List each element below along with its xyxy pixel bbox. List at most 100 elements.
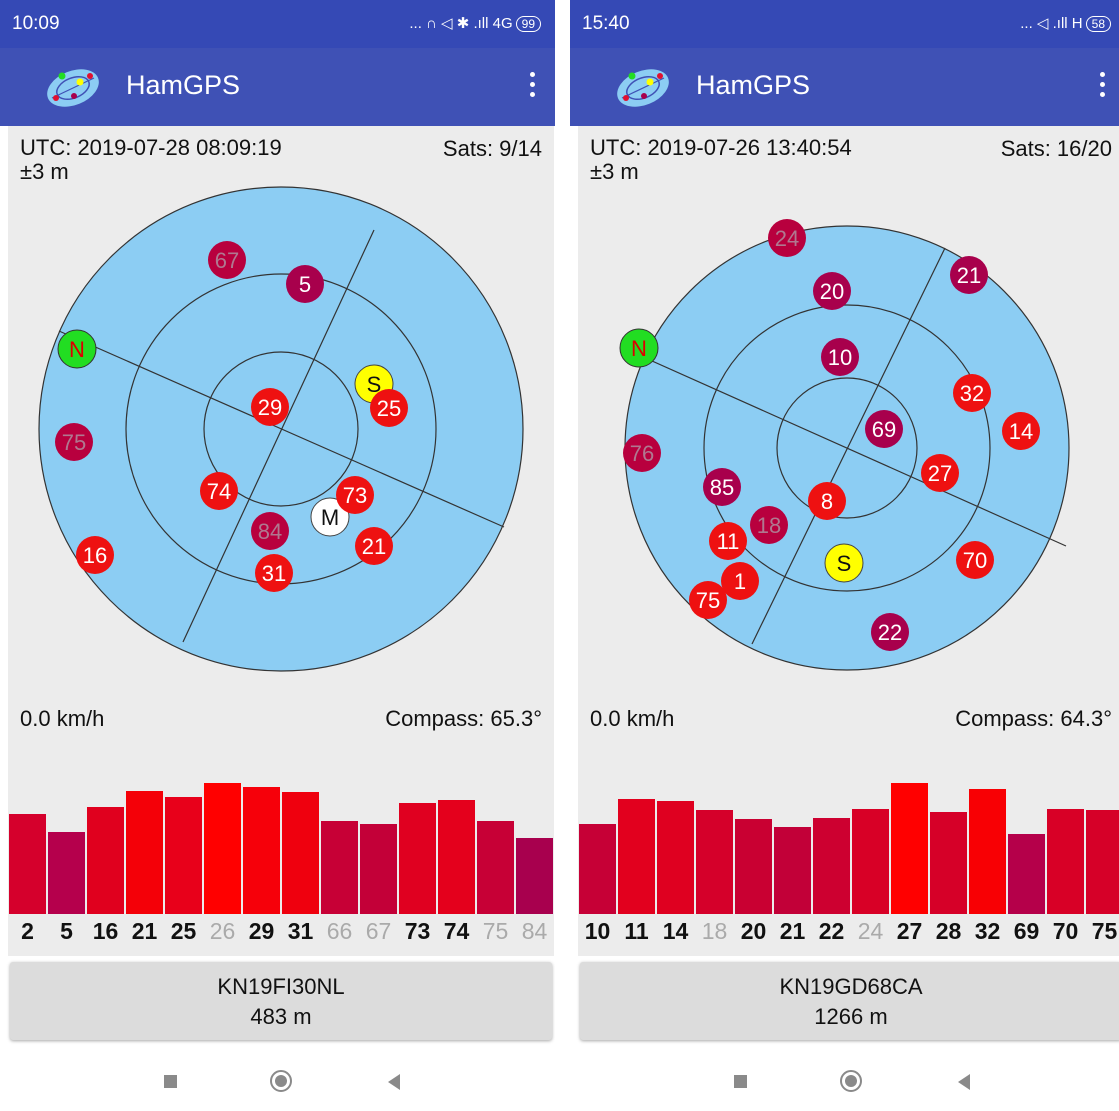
- prn-label: 28: [935, 918, 962, 944]
- signal-bar: [618, 799, 655, 914]
- marker-label: S: [837, 551, 852, 576]
- satellite-marker: 5: [286, 265, 324, 303]
- dot-icon: [1099, 82, 1105, 87]
- home-icon[interactable]: [270, 1070, 292, 1092]
- prn-label: 5: [60, 918, 73, 944]
- system-nav-bar: [0, 1048, 555, 1111]
- marker-label: 27: [928, 461, 952, 486]
- marker-label: 11: [717, 529, 740, 554]
- satellite-marker: 67: [208, 241, 246, 279]
- prn-label: 29: [248, 918, 275, 944]
- signal-icons: ... ∩ ◁ ✱ .ıll 4G: [409, 15, 513, 32]
- signal-strength-bars: [579, 783, 1119, 914]
- marker-label: 20: [820, 279, 844, 304]
- prn-label: 18: [701, 918, 728, 944]
- satellite-marker: 70: [956, 541, 994, 579]
- satellite-marker: 11: [709, 522, 747, 560]
- dot-icon: [1099, 92, 1105, 97]
- utc-info: UTC: 2019-07-26 13:40:54 ±3 m: [590, 136, 852, 184]
- marker-label: 73: [343, 483, 367, 508]
- phone-screen-1: 10:09 ... ∩ ◁ ✱ .ıll 4G 99 HamGPS UTC: 20…: [0, 0, 555, 1111]
- gps-panel: UTC: 2019-07-28 08:09:19 ±3 m Sats: 9/14…: [8, 126, 554, 956]
- altitude: 483 m: [250, 1004, 312, 1029]
- battery-icon: 99: [515, 16, 541, 32]
- accuracy: ±3 m: [590, 159, 639, 184]
- signal-bar: [48, 832, 85, 914]
- status-icons: ... ◁ .ıll H 58: [1020, 14, 1111, 32]
- elevation-ring: [776, 377, 918, 519]
- dot-icon: [1099, 72, 1105, 77]
- location-button[interactable]: KN19GD68CA 1266 m: [580, 962, 1119, 1040]
- location-button[interactable]: KN19FI30NL 483 m: [10, 962, 552, 1040]
- system-nav-bar: [570, 1048, 1119, 1111]
- overflow-menu-button[interactable]: [527, 72, 537, 102]
- signal-bar: [165, 797, 202, 914]
- app-logo-icon: [617, 69, 669, 107]
- back-icon[interactable]: [958, 1074, 970, 1090]
- overflow-menu-button[interactable]: [1097, 72, 1107, 102]
- satellite-marker: 22: [871, 613, 909, 651]
- signal-bar: [1008, 834, 1045, 914]
- signal-bar: [126, 791, 163, 914]
- prn-label: 24: [857, 918, 884, 944]
- status-bar: 15:40 ... ◁ .ıll H 58: [570, 0, 1119, 48]
- app-title: HamGPS: [696, 70, 811, 100]
- signal-bar: [930, 812, 967, 914]
- signal-bar: [696, 810, 733, 914]
- marker-label: 75: [62, 430, 86, 455]
- marker-label: 32: [960, 381, 984, 406]
- recents-icon[interactable]: [164, 1075, 177, 1088]
- azimuth-axis: [622, 347, 1067, 547]
- prn-label: 27: [896, 918, 923, 944]
- prn-label: 67: [365, 918, 392, 944]
- satellite-marker: 25: [370, 389, 408, 427]
- utc-time: UTC: 2019-07-26 13:40:54: [590, 135, 852, 160]
- signal-bar: [516, 838, 553, 914]
- marker-label: 25: [377, 396, 401, 421]
- satellite-marker: 76: [623, 434, 661, 472]
- prn-label: 31: [287, 918, 314, 944]
- sky-plot: N S 24 20 21 10 32 69 14 76 27 85 8 18 11 70 1 75 22: [619, 219, 1070, 671]
- prn-label: 70: [1052, 918, 1079, 944]
- marker-label: 70: [963, 548, 987, 573]
- satellite-marker: 14: [1002, 412, 1040, 450]
- marker-label: 1: [734, 569, 746, 594]
- prn-label: 69: [1013, 918, 1040, 944]
- app-logo-icon: [47, 69, 99, 107]
- satellite-marker: 20: [813, 272, 851, 310]
- satellite-count: Sats: 9/14: [442, 136, 542, 161]
- satellite-marker: 32: [953, 374, 991, 412]
- status-time: 15:40: [582, 13, 630, 34]
- marker-label: 74: [207, 479, 231, 504]
- sun-marker: S: [824, 543, 864, 583]
- marker-label: 18: [757, 513, 781, 538]
- satellite-marker: 16: [76, 536, 114, 574]
- satellite-marker: 10: [821, 338, 859, 376]
- sky-plot: N S M 67 5 29 25 75 74 73 84 21 16 31: [38, 186, 524, 672]
- signal-bar: [852, 809, 889, 914]
- prn-label: 66: [326, 918, 353, 944]
- recents-icon[interactable]: [734, 1075, 747, 1088]
- signal-bar: [360, 824, 397, 914]
- satellite-marker: 27: [921, 454, 959, 492]
- marker-label: 84: [258, 519, 282, 544]
- prn-label: 32: [974, 918, 1001, 944]
- signal-icons: ... ◁ .ıll H: [1020, 15, 1083, 32]
- prn-label: 74: [443, 918, 470, 944]
- satellite-marker: 75: [55, 423, 93, 461]
- marker-label: 21: [957, 263, 981, 288]
- marker-label: S: [367, 372, 382, 397]
- marker-label: 75: [696, 588, 720, 613]
- signal-bar: [9, 814, 46, 914]
- back-icon[interactable]: [388, 1074, 400, 1090]
- app-bar: HamGPS: [570, 48, 1119, 126]
- phone-screen-2: 15:40 ... ◁ .ıll H 58 HamGPS UTC: 2019-07…: [570, 0, 1119, 1111]
- app-bar: HamGPS: [0, 48, 555, 126]
- signal-bar: [204, 783, 241, 914]
- compass-heading: Compass: 65.3°: [385, 706, 542, 731]
- marker-label: 21: [362, 534, 386, 559]
- prn-label: 22: [818, 918, 845, 944]
- signal-bar: [321, 821, 358, 914]
- marker-label: 31: [262, 561, 286, 586]
- home-icon[interactable]: [840, 1070, 862, 1092]
